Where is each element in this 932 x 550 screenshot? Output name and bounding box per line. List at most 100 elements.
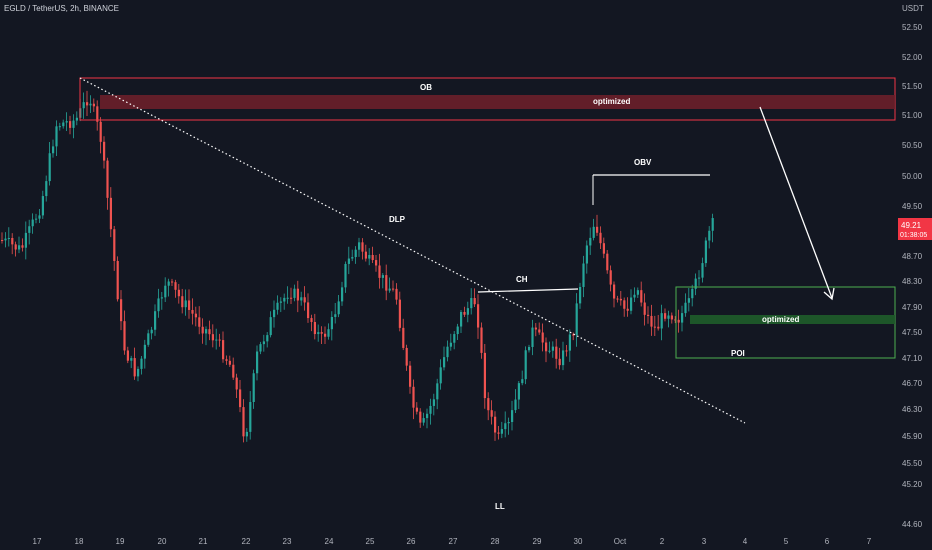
candle-body xyxy=(640,290,643,303)
candle-body xyxy=(364,251,367,259)
candle-body xyxy=(65,121,68,123)
obv-label: OBV xyxy=(634,158,652,167)
projection-arrow xyxy=(759,106,833,299)
candle-body xyxy=(89,103,92,106)
time-tick-label: 7 xyxy=(867,537,872,546)
candle-body xyxy=(415,407,418,412)
candle-body xyxy=(99,121,102,142)
candle-body xyxy=(667,315,670,319)
symbol-title: EGLD / TetherUS, 2h, BINANCE xyxy=(4,4,120,13)
candle-body xyxy=(143,344,146,359)
candle-body xyxy=(392,288,395,290)
arrow-head-icon xyxy=(823,287,835,301)
candle-body xyxy=(154,311,157,330)
candle-body xyxy=(133,358,136,377)
time-tick-label: 23 xyxy=(283,537,292,546)
candle-body xyxy=(575,303,578,335)
poi-optimized-zone xyxy=(690,315,895,324)
candle-body xyxy=(351,257,354,259)
candle-body xyxy=(7,237,10,239)
candle-body xyxy=(160,297,163,299)
candle-body xyxy=(470,298,473,309)
candle-body xyxy=(215,339,218,341)
candle-body xyxy=(249,402,252,432)
candle-body xyxy=(579,286,582,304)
candle-body xyxy=(188,300,191,310)
candle-body xyxy=(103,141,106,161)
poi-label: POI xyxy=(731,349,745,358)
candle-body xyxy=(402,327,405,348)
candle-body xyxy=(630,297,633,311)
candle-body xyxy=(551,346,554,351)
time-tick-label: 21 xyxy=(199,537,208,546)
candle-body xyxy=(490,410,493,417)
candle-body xyxy=(259,344,262,352)
time-tick-label: 4 xyxy=(743,537,748,546)
candle-body xyxy=(375,260,378,266)
candle-body xyxy=(11,237,14,245)
price-tick-label: 50.50 xyxy=(902,141,923,150)
candle-body xyxy=(177,289,180,297)
candle-body xyxy=(1,240,4,241)
candle-body xyxy=(409,365,412,387)
candle-body xyxy=(334,314,337,317)
candle-body xyxy=(636,290,639,295)
candle-body xyxy=(521,379,524,384)
dlp-label: DLP xyxy=(389,215,406,224)
candle-body xyxy=(691,288,694,299)
candle-body xyxy=(330,316,333,330)
candle-body xyxy=(602,243,605,254)
time-tick-label: 2 xyxy=(660,537,665,546)
candle-body xyxy=(55,126,58,147)
candle-body xyxy=(269,317,272,336)
candle-body xyxy=(385,275,388,291)
ll-label: LL xyxy=(495,502,505,511)
candle-body xyxy=(422,418,425,423)
candle-body xyxy=(313,321,316,335)
candle-body xyxy=(674,319,677,321)
time-axis[interactable]: 17 18 19 20 21 22 23 24 25 26 27 28 29 30 Oct 2 3 4 5 6 7 xyxy=(33,537,872,546)
candle-body xyxy=(368,255,371,259)
price-axis[interactable]: USDT 52.50 52.00 51.50 51.00 50.50 50.00 49.50… xyxy=(902,4,924,529)
candle-body xyxy=(130,358,133,361)
candle-body xyxy=(358,242,361,250)
candle-body xyxy=(534,327,537,330)
price-tick-label: 47.50 xyxy=(902,328,923,337)
candle-body xyxy=(511,410,514,423)
ch-line xyxy=(477,288,579,293)
candle-body xyxy=(120,299,123,322)
candle-body xyxy=(487,398,490,411)
candle-body xyxy=(171,281,174,283)
candle-body xyxy=(310,318,313,322)
candle-body xyxy=(4,238,7,241)
candle-body xyxy=(653,326,656,328)
candle-body xyxy=(388,288,391,291)
candle-body xyxy=(599,232,602,244)
candle-body xyxy=(538,329,541,333)
candle-body xyxy=(449,342,452,347)
price-axis-unit: USDT xyxy=(902,4,924,13)
dlp-trendline xyxy=(79,77,746,424)
candle-body xyxy=(82,102,85,109)
candle-body xyxy=(337,301,340,315)
candle-body xyxy=(480,327,483,353)
candle-body xyxy=(300,297,303,301)
candle-body xyxy=(517,383,520,400)
candle-body xyxy=(126,350,129,361)
price-tick-label: 52.00 xyxy=(902,53,923,62)
price-tick-label: 51.00 xyxy=(902,111,923,120)
candle-body xyxy=(582,263,585,287)
candle-body xyxy=(613,284,616,299)
candle-body xyxy=(681,313,684,323)
time-tick-label: 30 xyxy=(574,537,583,546)
candle-body xyxy=(572,334,575,336)
candle-body xyxy=(708,230,711,241)
candle-body xyxy=(684,302,687,314)
candle-body xyxy=(531,327,534,347)
candle-body xyxy=(439,367,442,384)
price-tick-label: 45.90 xyxy=(902,432,923,441)
candle-body xyxy=(137,368,140,377)
candle-body xyxy=(113,229,116,261)
candle-body xyxy=(443,357,446,368)
